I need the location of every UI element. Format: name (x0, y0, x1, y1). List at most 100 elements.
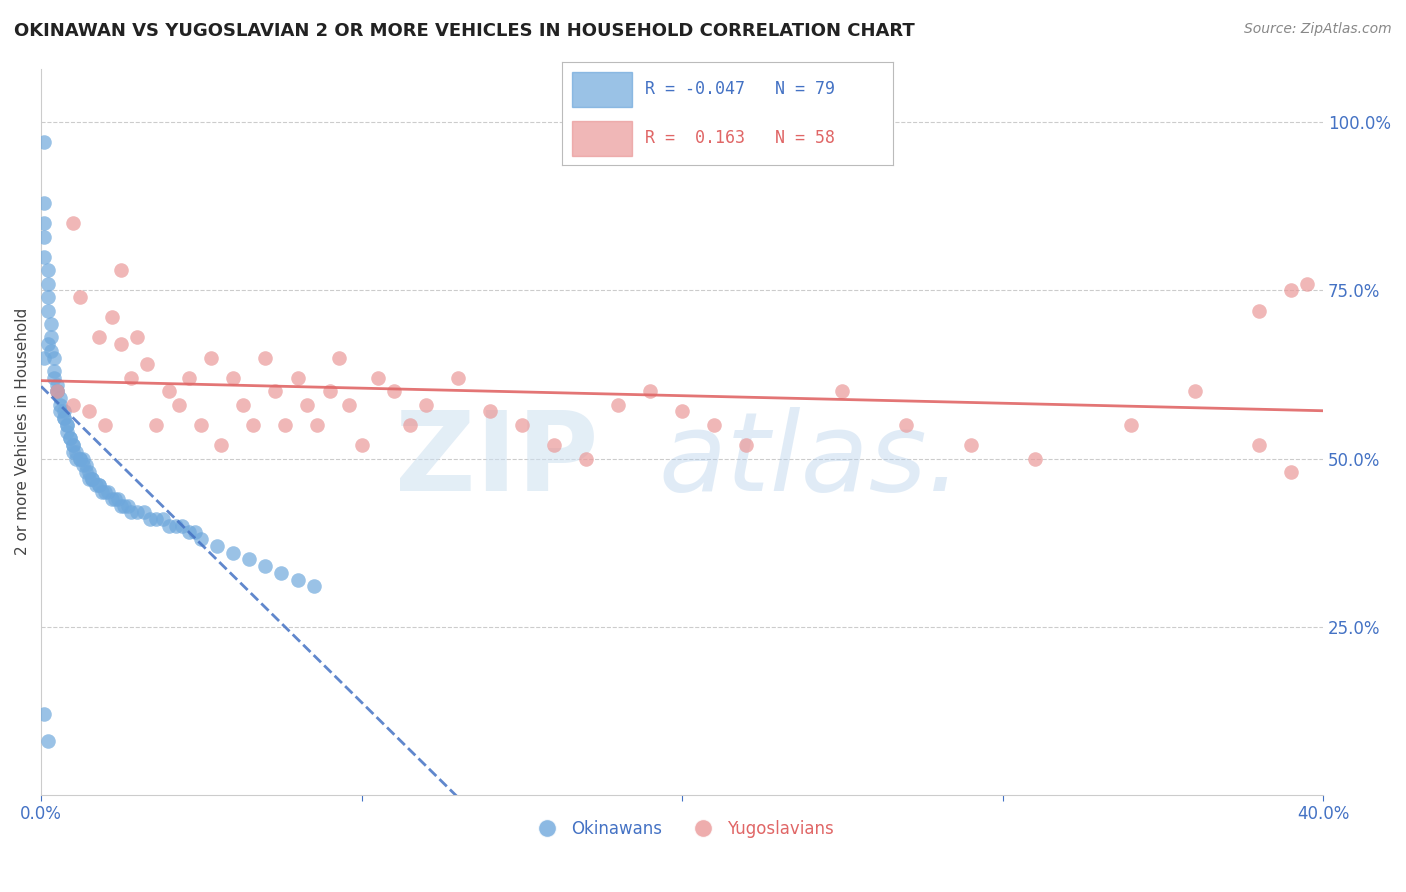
Point (46, 384, 69, 399)
Point (328, 351, 350, 365)
Point (209, 438, 232, 452)
Point (607, 398, 630, 412)
Point (1279, 465, 1302, 479)
Point (167, 398, 190, 412)
Point (59, 431, 82, 445)
Point (87, 330, 110, 344)
Point (200, 351, 222, 365)
Point (222, 371, 245, 385)
Point (37, 290, 59, 304)
Point (87, 478, 110, 492)
Point (37, 263, 59, 277)
Point (77, 404, 100, 418)
Point (575, 451, 598, 466)
Point (94, 485, 117, 500)
Point (254, 351, 277, 365)
Point (34, 706, 56, 721)
Point (34, 196, 56, 211)
Point (152, 512, 174, 526)
Point (114, 499, 136, 513)
Point (72, 451, 94, 466)
Point (100, 310, 122, 325)
Point (145, 512, 167, 526)
Point (62, 216, 84, 230)
Point (270, 566, 292, 580)
Point (165, 518, 187, 533)
Point (287, 371, 309, 385)
Point (318, 384, 340, 399)
Point (49, 391, 72, 405)
Point (831, 384, 853, 399)
Point (172, 518, 194, 533)
Point (703, 417, 725, 432)
Point (39, 343, 62, 358)
Point (39, 330, 62, 344)
Text: Source: ZipAtlas.com: Source: ZipAtlas.com (1244, 22, 1392, 37)
Point (52, 411, 75, 425)
Point (305, 417, 328, 432)
Point (52, 404, 75, 418)
Point (382, 384, 405, 399)
Point (254, 559, 277, 574)
Point (94, 417, 117, 432)
Point (127, 330, 149, 344)
Point (87, 478, 110, 492)
Point (959, 438, 981, 452)
Point (1119, 417, 1142, 432)
Point (37, 337, 59, 351)
Point (222, 546, 245, 560)
Point (62, 438, 84, 452)
Text: R =  0.163   N = 58: R = 0.163 N = 58 (645, 129, 835, 147)
Point (77, 472, 100, 486)
Point (1279, 284, 1302, 298)
Point (478, 404, 501, 418)
Point (135, 357, 157, 371)
Point (34, 136, 56, 150)
Point (1184, 384, 1206, 399)
Point (46, 384, 69, 399)
Point (273, 417, 295, 432)
Point (46, 377, 69, 392)
Point (42, 364, 65, 378)
Point (350, 438, 373, 452)
Point (120, 505, 142, 519)
Point (295, 398, 318, 412)
Point (184, 525, 207, 540)
Point (157, 518, 180, 533)
Point (69, 451, 91, 466)
Point (190, 417, 212, 432)
Point (398, 417, 420, 432)
Point (37, 734, 59, 748)
Point (337, 398, 360, 412)
Point (62, 444, 84, 458)
Point (49, 404, 72, 418)
Point (84, 478, 107, 492)
Point (55, 417, 77, 432)
Point (75, 458, 97, 473)
Point (447, 371, 470, 385)
Bar (572, 121, 631, 156)
Bar (572, 71, 631, 106)
Point (59, 431, 82, 445)
Point (1296, 277, 1319, 291)
Point (91, 485, 114, 500)
Point (145, 417, 167, 432)
Point (242, 417, 264, 432)
Point (1024, 451, 1046, 466)
Point (735, 438, 758, 452)
Text: OKINAWAN VS YUGOSLAVIAN 2 OR MORE VEHICLES IN HOUSEHOLD CORRELATION CHART: OKINAWAN VS YUGOSLAVIAN 2 OR MORE VEHICL… (14, 22, 915, 40)
Point (671, 404, 693, 418)
Point (190, 532, 212, 546)
Text: ZIP: ZIP (395, 407, 599, 514)
Point (34, 351, 56, 365)
Point (34, 229, 56, 244)
Point (37, 277, 59, 291)
Point (82, 472, 104, 486)
Text: R = -0.047   N = 79: R = -0.047 N = 79 (645, 80, 835, 98)
Point (177, 371, 200, 385)
Point (42, 351, 65, 365)
Point (110, 499, 132, 513)
Point (1247, 438, 1270, 452)
Point (52, 411, 75, 425)
Point (62, 438, 84, 452)
